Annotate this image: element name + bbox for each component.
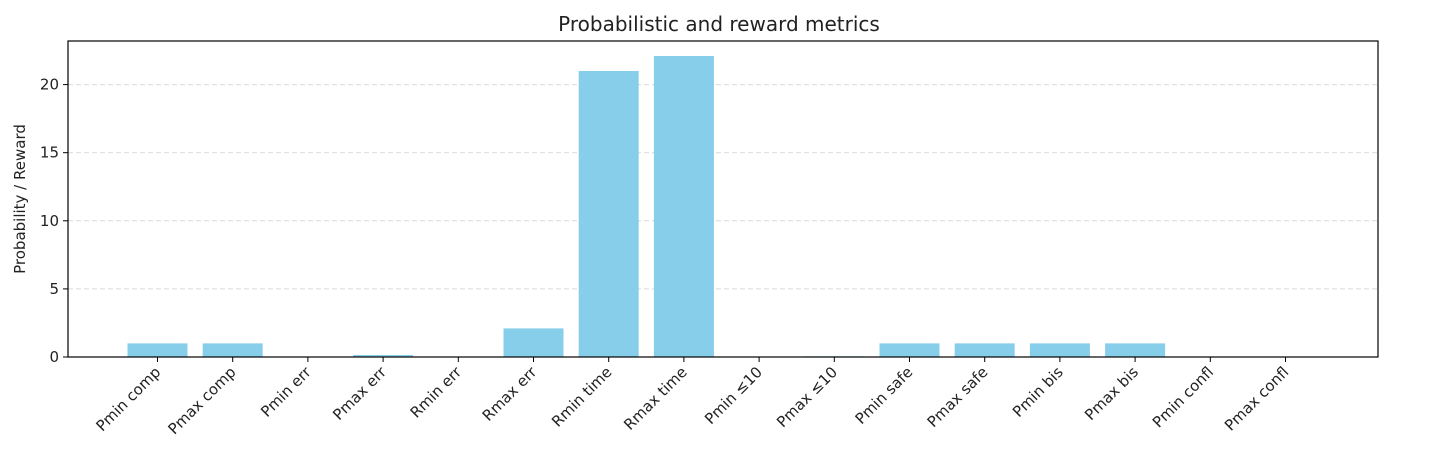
bar (879, 343, 940, 357)
chart-title: Probabilistic and reward metrics (558, 12, 880, 36)
x-tick-label: Pmin comp (92, 363, 164, 435)
x-tick-label: Rmin err (407, 363, 466, 422)
y-tick-label: 20 (40, 76, 59, 94)
x-tick-label: Rmin time (548, 363, 615, 430)
x-tick-label: Pmax safe (924, 363, 992, 431)
bar (127, 343, 188, 357)
bar (1029, 343, 1090, 357)
bar (202, 343, 263, 357)
bar (578, 70, 639, 357)
x-axis-ticks: Pmin comp Pmax comp Pmin err Pmax err Rmin e… (92, 357, 1292, 438)
y-tick-label: 10 (40, 212, 59, 230)
x-tick-label: Pmin safe (852, 363, 917, 428)
y-tick-label: 15 (40, 144, 59, 162)
bar (954, 343, 1015, 357)
x-tick-label: Pmax confl (1221, 363, 1292, 434)
y-tick-label: 5 (49, 280, 59, 298)
x-tick-label: Pmin ≤10 (701, 363, 766, 428)
x-tick-label: Pmin err (257, 363, 315, 421)
plot-frame (67, 40, 1379, 358)
x-tick-label: Pmax bis (1081, 363, 1142, 424)
y-axis-label: Probability / Reward (11, 124, 29, 274)
grid-lines (68, 84, 1378, 290)
x-tick-label: Pmax err (329, 363, 390, 424)
x-tick-label: Pmin confl (1149, 363, 1217, 431)
bar (653, 55, 714, 357)
x-tick-label: Pmax comp (165, 363, 240, 438)
bar (1105, 343, 1166, 357)
bars (127, 55, 1166, 357)
x-tick-label: Pmax ≤10 (773, 363, 841, 431)
bar (503, 328, 564, 357)
x-tick-label: Rmax time (620, 363, 691, 434)
y-tick-label: 0 (49, 348, 59, 366)
bar (353, 354, 414, 357)
x-tick-label: Rmax err (479, 363, 541, 425)
x-tick-label: Pmin bis (1009, 363, 1067, 421)
y-axis-ticks: 0 5 10 15 20 (40, 76, 68, 366)
